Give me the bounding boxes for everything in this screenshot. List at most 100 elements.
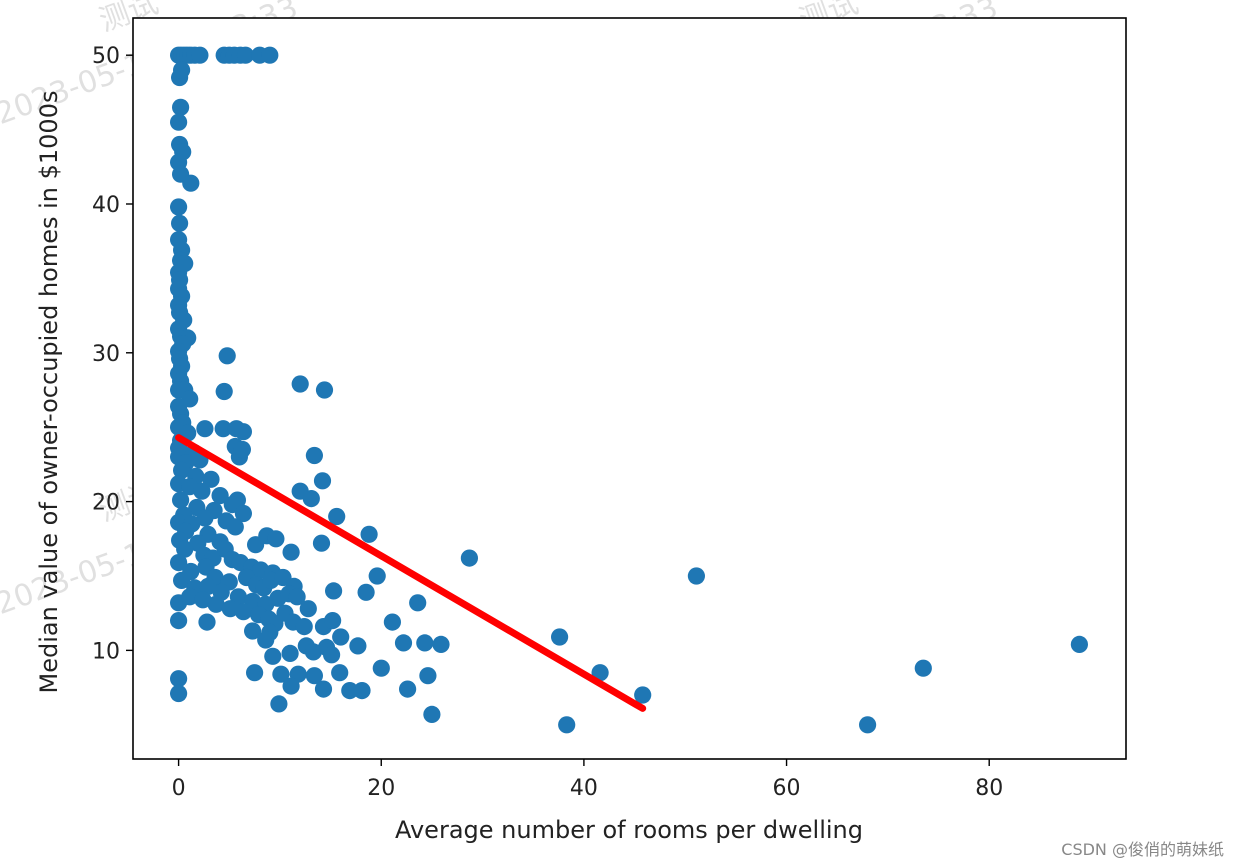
- scatter-point: [282, 677, 300, 695]
- scatter-point: [331, 664, 349, 682]
- scatter-point: [234, 504, 252, 523]
- x-axis: 0 20 40 60 80: [172, 759, 1003, 801]
- regression-line: [175, 434, 647, 712]
- scatter-point: [233, 440, 251, 459]
- scatter-point: [272, 665, 290, 683]
- scatter-point: [328, 507, 346, 526]
- scatter-point: [234, 603, 252, 621]
- scatter-point: [423, 705, 441, 724]
- scatter-point: [687, 567, 706, 585]
- scatter-point: [176, 540, 194, 558]
- x-tick-label: 60: [773, 776, 801, 801]
- scatter-point: [257, 631, 275, 649]
- scatter-point: [170, 198, 188, 216]
- scatter-point: [1070, 635, 1088, 654]
- scatter-point: [325, 582, 343, 600]
- y-axis: 10 20 30 40 50: [92, 44, 133, 664]
- scatter-point: [314, 680, 333, 698]
- scatter-point: [282, 543, 300, 561]
- scatter-point: [246, 664, 264, 682]
- scatter-point: [409, 594, 427, 612]
- scatter-point: [214, 420, 232, 438]
- y-tick-label: 10: [92, 639, 120, 664]
- scatter-point: [261, 46, 279, 64]
- y-tick-label: 40: [92, 193, 120, 218]
- scatter-point: [244, 622, 262, 640]
- scatter-point: [236, 46, 255, 64]
- scatter-point: [172, 98, 190, 116]
- scatter-point: [267, 530, 285, 548]
- scatter-point: [193, 482, 211, 500]
- plot-area: [133, 18, 1126, 759]
- scatter-point: [332, 628, 350, 646]
- scatter-point: [173, 61, 191, 79]
- scatter-point: [360, 525, 378, 543]
- y-tick-label: 20: [92, 491, 120, 516]
- scatter-point: [304, 643, 322, 661]
- scatter-point: [551, 628, 569, 646]
- scatter-point: [218, 347, 236, 365]
- scatter-point: [299, 600, 317, 618]
- scatter-point: [305, 667, 323, 685]
- source-credit: CSDN @俊俏的萌妹纸: [1061, 840, 1224, 859]
- scatter-point: [207, 595, 225, 613]
- scatter-point: [198, 613, 216, 631]
- scatter-point: [312, 534, 331, 552]
- scatter-point: [291, 375, 309, 393]
- scatter-point: [181, 588, 199, 606]
- scatter-point: [372, 659, 390, 677]
- scatter-point: [170, 612, 188, 630]
- scatter-point: [353, 682, 371, 700]
- scatter-point: [172, 491, 190, 509]
- scatter-point: [171, 214, 189, 232]
- scatter-point: [305, 446, 323, 465]
- scatter-point: [196, 509, 214, 527]
- scatter-point: [341, 682, 359, 700]
- scatter-point: [270, 695, 288, 713]
- fit-line-layer: [175, 434, 647, 712]
- scatter-point: [170, 670, 188, 688]
- scatter-point: [226, 518, 244, 536]
- scatter-point: [288, 588, 306, 606]
- scatter-point: [234, 423, 252, 441]
- x-axis-label: Average number of rooms per dwelling: [395, 816, 863, 844]
- scatter-point: [170, 113, 188, 131]
- points-layer: [170, 46, 1088, 734]
- scatter-point: [349, 637, 367, 655]
- scatter-point: [196, 420, 214, 438]
- scatter-point: [199, 577, 217, 596]
- x-tick-label: 40: [570, 776, 598, 801]
- y-tick-label: 50: [92, 44, 120, 69]
- scatter-point: [202, 470, 220, 488]
- plot-frame: [132, 17, 1127, 760]
- scatter-point: [323, 646, 341, 664]
- scatter-point: [357, 583, 375, 601]
- scatter-point: [302, 490, 320, 508]
- scatter-point: [191, 46, 209, 64]
- y-tick-label: 30: [92, 342, 120, 367]
- scatter-point: [194, 591, 212, 609]
- scatter-point: [173, 461, 191, 479]
- scatter-point: [394, 634, 413, 652]
- scatter-point: [859, 716, 877, 734]
- scatter-point: [368, 567, 386, 585]
- scatter-point: [460, 549, 478, 567]
- scatter-point: [281, 644, 299, 663]
- scatter-point: [914, 659, 932, 677]
- scatter-point: [295, 618, 313, 636]
- x-tick-label: 80: [975, 776, 1003, 801]
- scatter-point: [170, 554, 188, 572]
- scatter-point: [558, 716, 576, 734]
- x-tick-label: 20: [367, 776, 395, 801]
- scatter-point: [324, 612, 342, 630]
- scatter-point: [416, 634, 434, 652]
- x-tick-label: 0: [172, 776, 186, 801]
- scatter-point: [432, 635, 450, 654]
- scatter-point: [591, 664, 609, 682]
- scatter-point: [634, 686, 652, 704]
- scatter-point: [211, 487, 229, 505]
- scatter-point: [215, 382, 233, 401]
- scatter-point: [264, 647, 282, 665]
- scatter-point: [419, 667, 437, 685]
